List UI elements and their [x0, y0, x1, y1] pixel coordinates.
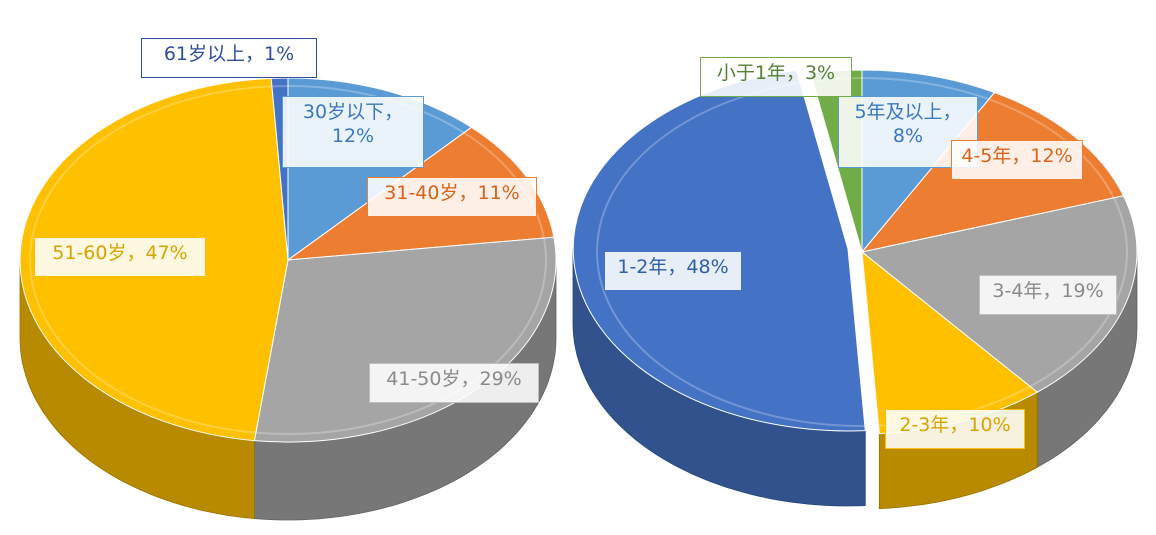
data-label-41-50岁: 41-50岁，29%	[369, 363, 539, 403]
data-label-61岁以上: 61岁以上，1%	[141, 38, 317, 78]
data-label-2-3年: 2-3年，10%	[885, 409, 1025, 449]
data-label-小于1年: 小于1年，3%	[700, 57, 852, 97]
data-label-4-5年: 4-5年，12%	[951, 140, 1083, 180]
bevel-highlight	[596, 77, 1128, 427]
data-label-51-60岁: 51-60岁，47%	[34, 237, 206, 277]
bevel-highlight	[29, 85, 547, 435]
data-label-3-4年: 3-4年，19%	[979, 275, 1117, 315]
data-label-31-40岁: 31-40岁，11%	[367, 177, 537, 217]
data-label-1-2年: 1-2年，48%	[604, 251, 742, 291]
slice-1-2年[interactable]	[572, 69, 866, 432]
data-label-30岁以下: 30岁以下， 12%	[282, 96, 424, 168]
